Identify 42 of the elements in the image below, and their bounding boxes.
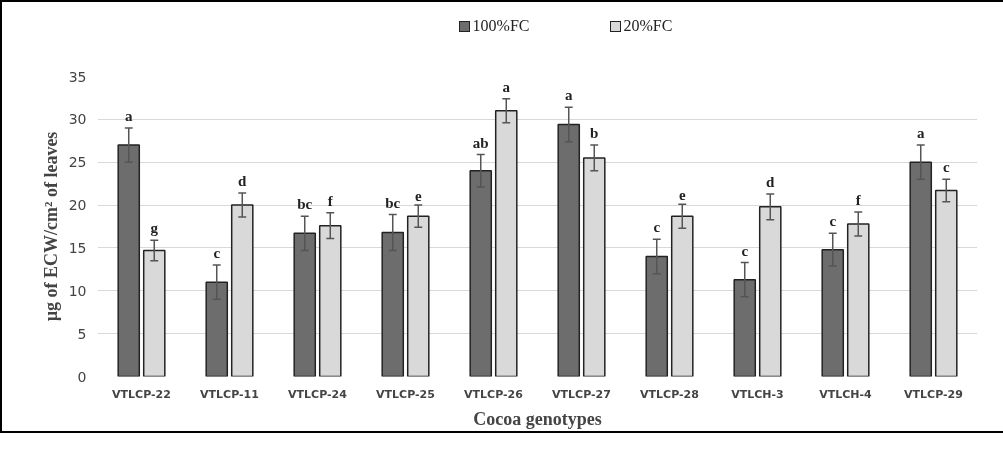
data-label: e [414, 188, 422, 205]
data-label: bc [297, 196, 313, 213]
data-label: c [942, 159, 950, 176]
legend-label: 100%FC [472, 16, 530, 36]
data-label: c [741, 242, 749, 259]
x-tick-label: VTLCP-29 [904, 387, 963, 401]
y-tick-label: 20 [68, 197, 87, 214]
x-tick-label: VTLCH-3 [731, 387, 784, 401]
data-label: c [653, 219, 661, 236]
data-label: f [327, 192, 334, 209]
x-axis-title: Cocoa genotypes [473, 408, 602, 429]
data-label: c [213, 245, 221, 262]
x-tick-label: VTLCP-24 [288, 387, 348, 401]
data-label: g [150, 220, 159, 237]
x-tick-label: VTLCH-4 [819, 387, 873, 401]
data-label: a [502, 78, 511, 95]
data-label: f [855, 191, 862, 208]
data-label: e [678, 187, 686, 204]
x-tick-label: VTLCP-26 [464, 387, 524, 401]
data-label: d [766, 173, 776, 190]
y-tick-label: 35 [68, 68, 87, 85]
legend-label: 20%FC [623, 16, 673, 36]
y-axis-title: µg of ECW/cm² of leaves [40, 131, 61, 322]
y-tick-label: 0 [77, 368, 87, 385]
y-tick-label: 30 [68, 111, 87, 128]
x-tick-label: VTLCP-28 [640, 387, 699, 401]
data-label: a [124, 107, 133, 124]
y-tick-label: 5 [77, 325, 87, 342]
y-tick-label: 15 [68, 239, 87, 256]
data-label: a [564, 87, 573, 104]
x-tick-label: VTLCP-11 [200, 387, 259, 401]
data-label: b [590, 125, 599, 142]
x-tick-label: VTLCP-22 [112, 387, 171, 401]
x-tick-label: VTLCP-27 [552, 387, 611, 401]
data-label: d [238, 173, 248, 190]
x-tick-label: VTLCP-25 [376, 387, 435, 401]
data-label: ab [472, 134, 489, 151]
data-label: c [829, 213, 837, 230]
data-label: bc [385, 194, 401, 211]
data-label: a [916, 125, 925, 142]
y-tick-label: 25 [68, 154, 87, 171]
y-tick-label: 10 [68, 282, 87, 299]
